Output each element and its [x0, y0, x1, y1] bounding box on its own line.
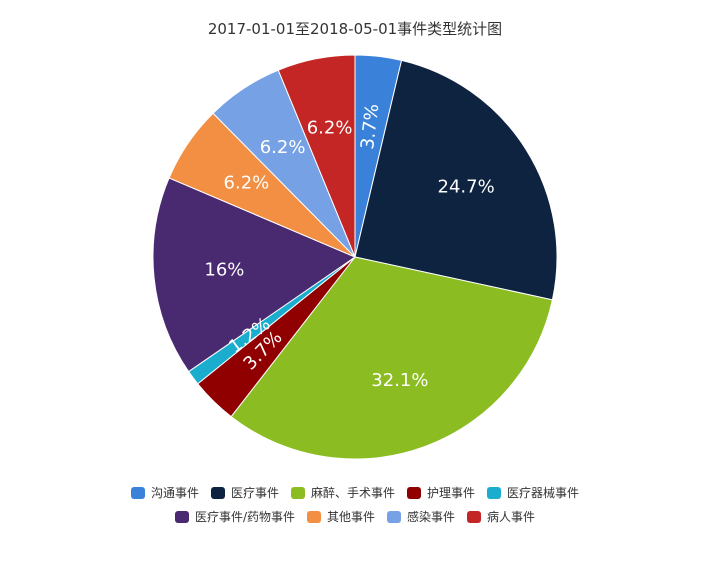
data-label-6: 6.2% [224, 173, 270, 194]
legend-label: 麻醉、手术事件 [310, 486, 395, 500]
pie-chart: 3.7%24.7%32.1%3.7%1.2%16%6.2%6.2%6.2% [152, 54, 558, 460]
legend-item-2[interactable]: 麻醉、手术事件 [290, 484, 395, 501]
legend-label: 沟通事件 [150, 486, 199, 500]
legend-swatch [210, 486, 225, 499]
data-label-1: 24.7% [438, 177, 495, 198]
legend-item-6[interactable]: 其他事件 [307, 508, 375, 525]
legend-swatch [467, 510, 482, 523]
legend-item-8[interactable]: 病人事件 [467, 508, 535, 525]
legend-label: 医疗器械事件 [507, 486, 580, 500]
pie-slice-2[interactable] [230, 256, 554, 460]
legend-swatch [307, 510, 321, 523]
data-label-5: 16% [204, 260, 244, 281]
pie-slice-1[interactable] [354, 59, 558, 301]
legend-item-5[interactable]: 医疗事件/药物事件 [174, 508, 295, 525]
legend-item-3[interactable]: 护理事件 [407, 484, 475, 501]
legend-item-4[interactable]: 医疗器械事件 [487, 484, 579, 501]
legend-label: 护理事件 [427, 486, 476, 500]
pie-slice-5[interactable] [152, 177, 357, 373]
legend-row-2: 医疗事件/药物事件 其他事件 感染事件 病人事件 [0, 508, 710, 525]
legend-label: 病人事件 [487, 510, 536, 524]
legend-swatch [407, 486, 421, 499]
data-label-7: 6.2% [260, 137, 306, 158]
legend-swatch [487, 486, 502, 499]
legend-label: 医疗事件 [230, 486, 279, 500]
legend-label: 医疗事件/药物事件 [194, 510, 295, 524]
chart-title: 2017-01-01至2018-05-01事件类型统计图 [207, 20, 503, 38]
legend-item-0[interactable]: 沟通事件 [130, 484, 199, 501]
legend-row-1: 沟通事件 医疗事件 麻醉、手术事件 护理事件 医疗器械事件 [0, 484, 710, 501]
legend-swatch [387, 510, 402, 523]
legend-item-7[interactable]: 感染事件 [387, 508, 455, 525]
legend-swatch [174, 510, 189, 523]
legend-swatch [290, 486, 305, 499]
legend-label: 感染事件 [407, 510, 456, 524]
data-label-2: 32.1% [371, 370, 428, 391]
legend-swatch [130, 486, 145, 499]
pie-slice-8[interactable] [277, 54, 356, 258]
legend-item-1[interactable]: 医疗事件 [210, 484, 279, 501]
data-label-8: 6.2% [307, 118, 353, 139]
legend-label: 其他事件 [327, 510, 376, 524]
